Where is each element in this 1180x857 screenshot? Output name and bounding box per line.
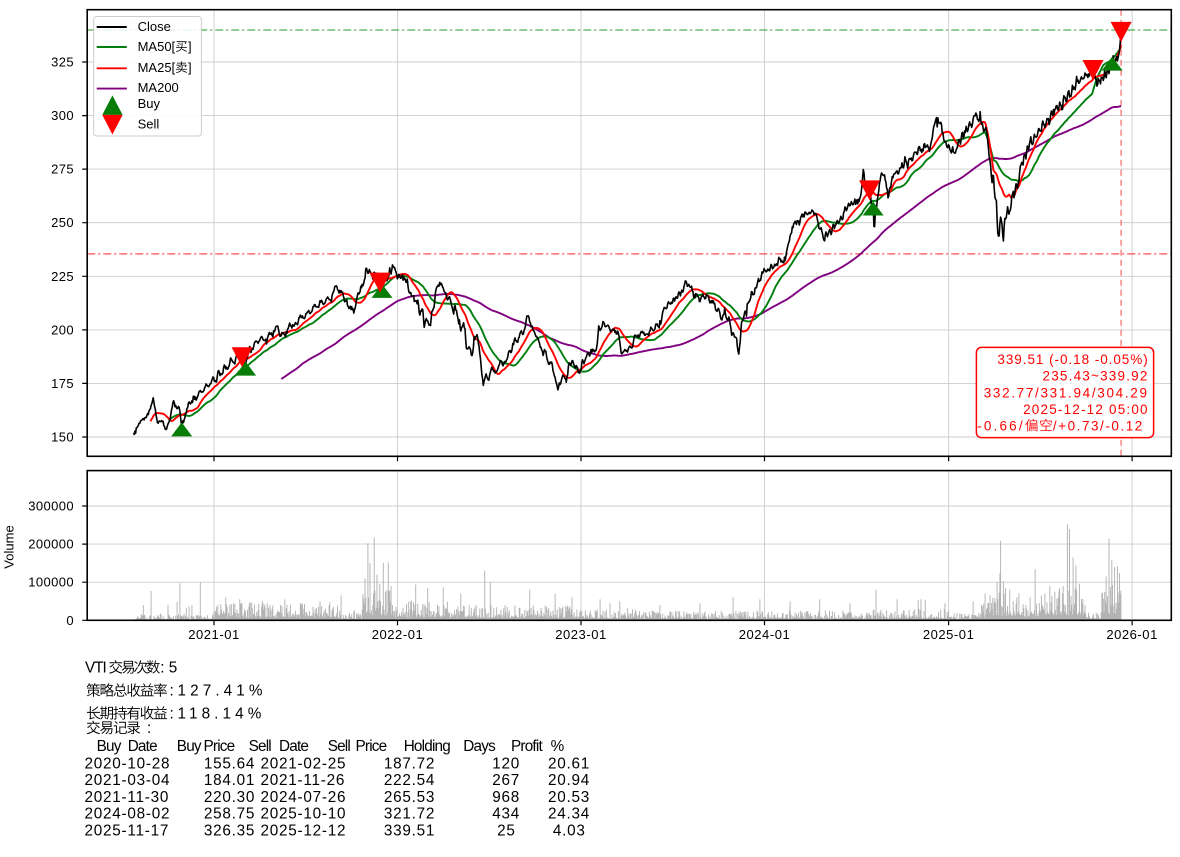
svg-text:968: 968 [492,789,520,806]
svg-text:2025-01: 2025-01 [923,627,975,642]
svg-text:2024-07-26: 2024-07-26 [261,789,347,806]
svg-text:155.64: 155.64 [204,755,255,772]
svg-text:2021-11-26: 2021-11-26 [261,772,346,789]
svg-text:2025-12-12 05:00: 2025-12-12 05:00 [1023,402,1149,417]
svg-text:118.14%: 118.14% [178,705,266,722]
svg-text:/+0.73/-0.12: /+0.73/-0.12 [1053,418,1144,433]
svg-text:Buy: Buy [138,96,161,111]
svg-text:222.54: 222.54 [384,772,435,789]
svg-text:MA200: MA200 [138,80,179,95]
svg-text:Days: Days [463,738,496,755]
svg-text:258.75: 258.75 [204,806,255,823]
svg-text:2021-03-04: 2021-03-04 [85,772,171,789]
svg-text:2022-01: 2022-01 [372,627,424,642]
svg-text:25: 25 [497,823,516,840]
svg-text:Sell: Sell [138,116,160,131]
svg-text:127.41%: 127.41% [178,683,267,700]
svg-text:]: ] [188,39,192,54]
svg-text:Date: Date [279,738,308,755]
svg-text:200: 200 [51,322,74,337]
svg-text:184.01: 184.01 [204,772,255,789]
svg-text:Price: Price [204,738,235,755]
svg-text:300: 300 [51,108,74,123]
svg-text:%: % [551,738,565,755]
svg-text:2024-01: 2024-01 [739,627,791,642]
svg-text:235.43~339.92: 235.43~339.92 [1043,369,1149,384]
svg-text:200000: 200000 [28,537,74,552]
svg-text:2021-01: 2021-01 [188,627,240,642]
svg-text:339.51 (-0.18 -0.05%): 339.51 (-0.18 -0.05%) [997,352,1148,367]
svg-text:Price: Price [356,738,387,755]
svg-text:24.34: 24.34 [548,806,590,823]
svg-text:MA50[: MA50[ [138,39,176,54]
svg-text:20.53: 20.53 [548,789,590,806]
svg-text:326.35: 326.35 [204,823,255,840]
svg-text:MA25[: MA25[ [138,60,176,75]
svg-text:Buy: Buy [97,738,122,755]
svg-text:Profit: Profit [511,738,543,755]
svg-text:2026-01: 2026-01 [1106,627,1158,642]
svg-text:220.30: 220.30 [204,789,255,806]
svg-text:Volume: Volume [2,525,17,568]
svg-text:175: 175 [51,376,74,391]
svg-text:20.61: 20.61 [548,755,590,772]
svg-text:150: 150 [51,430,74,445]
svg-text:339.51: 339.51 [384,823,435,840]
svg-text:: 5: : 5 [160,660,177,677]
svg-text:2021-02-25: 2021-02-25 [261,755,347,772]
svg-text:Sell: Sell [249,738,272,755]
svg-text:Sell: Sell [328,738,351,755]
svg-text:321.72: 321.72 [384,806,435,823]
svg-text:2025-10-10: 2025-10-10 [261,806,347,823]
svg-text:225: 225 [51,269,74,284]
svg-text:267: 267 [492,772,520,789]
svg-text:434: 434 [492,806,520,823]
svg-text:2021-11-30: 2021-11-30 [85,789,170,806]
svg-text:300000: 300000 [28,499,74,514]
svg-text:]: ] [188,60,192,75]
svg-text:VTI: VTI [85,660,106,677]
svg-text:2020-10-28: 2020-10-28 [85,755,171,772]
svg-text:275: 275 [51,162,74,177]
svg-text:-0.66/: -0.66/ [977,418,1025,433]
svg-text:332.77/331.94/304.29: 332.77/331.94/304.29 [984,385,1149,400]
svg-text::: : [170,683,174,700]
svg-text:2023-01: 2023-01 [555,627,607,642]
svg-text::: : [170,705,174,722]
svg-text:4.03: 4.03 [553,823,586,840]
svg-text:2024-08-02: 2024-08-02 [85,806,171,823]
svg-text:Date: Date [128,738,157,755]
svg-text:2025-12-12: 2025-12-12 [261,823,347,840]
svg-text:250: 250 [51,215,74,230]
svg-text:20.94: 20.94 [548,772,590,789]
svg-text:0: 0 [66,613,74,628]
svg-text:265.53: 265.53 [384,789,435,806]
svg-text:Close: Close [138,19,171,34]
svg-text:Holding: Holding [404,738,451,755]
svg-text:187.72: 187.72 [384,755,435,772]
svg-text:Buy: Buy [177,738,202,755]
svg-text:2025-11-17: 2025-11-17 [85,823,170,840]
svg-text:325: 325 [51,55,74,70]
svg-text:120: 120 [492,755,520,772]
svg-text::: : [147,720,151,737]
svg-text:100000: 100000 [28,575,74,590]
